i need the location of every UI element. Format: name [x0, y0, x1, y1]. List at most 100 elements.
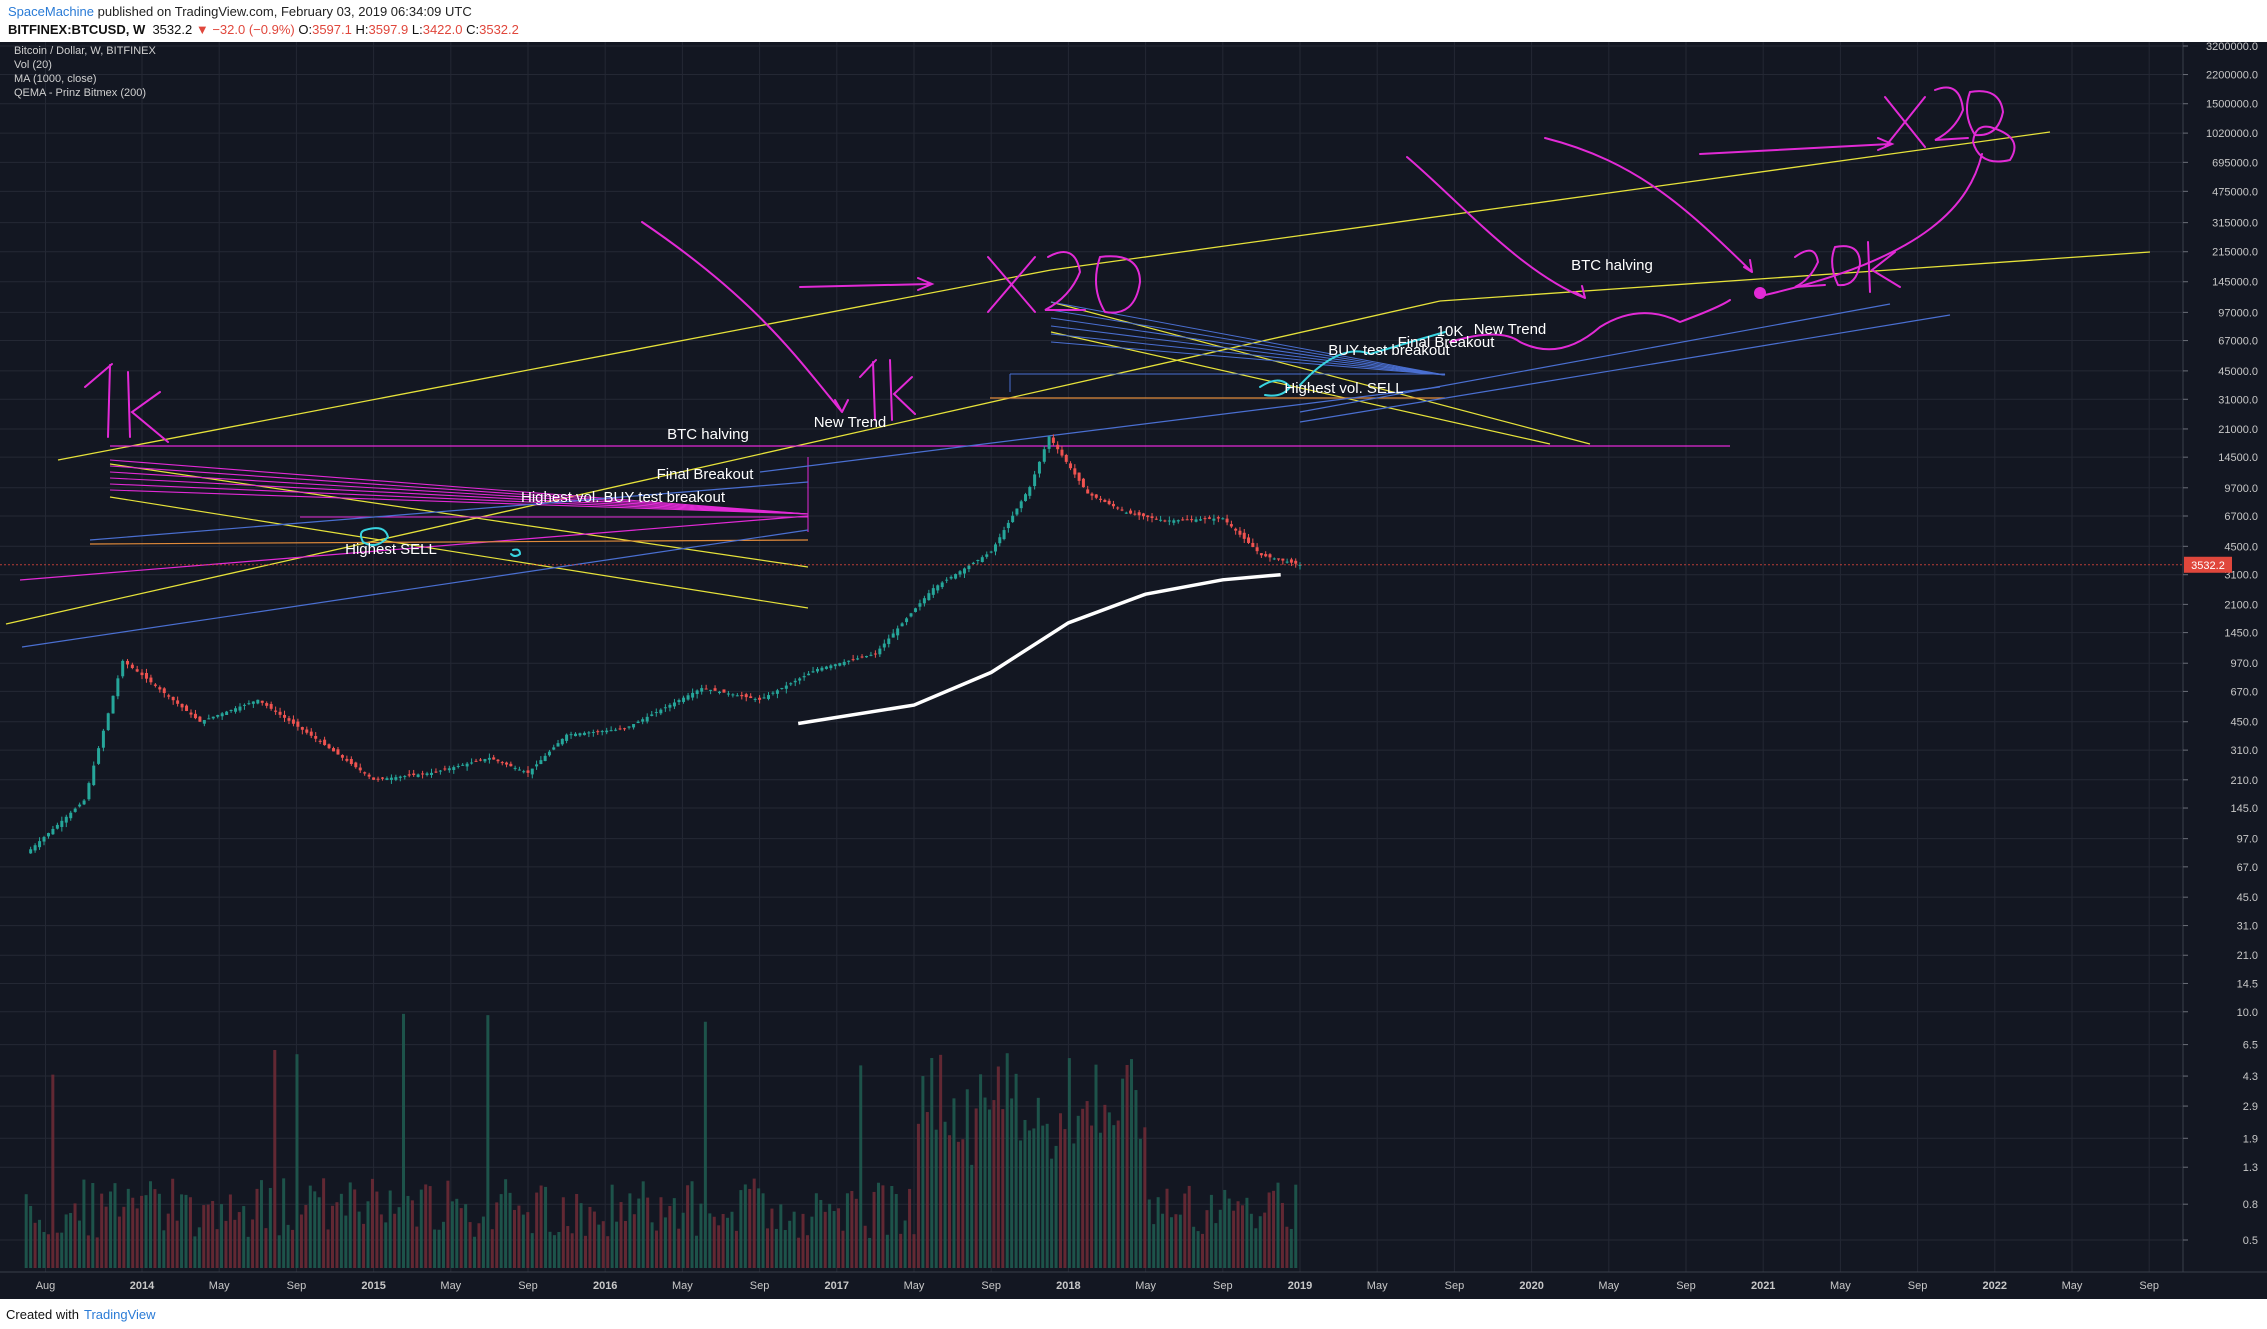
candle-body: [909, 613, 913, 617]
y-tick-label: 14500.0: [2218, 452, 2258, 464]
volume-bar: [663, 1217, 667, 1268]
volume-bar: [601, 1221, 605, 1268]
volume-bar: [42, 1231, 46, 1268]
volume-bar: [1169, 1217, 1173, 1268]
candle-body: [358, 767, 362, 771]
volume-bar: [956, 1141, 960, 1268]
volume-bar: [819, 1199, 823, 1268]
volume-bar: [712, 1216, 716, 1268]
candle-body: [578, 733, 582, 736]
volume-bar: [672, 1198, 676, 1268]
volume-bar: [1183, 1193, 1187, 1268]
candle-body: [505, 762, 509, 765]
candle-body: [198, 716, 202, 722]
chart-svg[interactable]: Highest SELL Highest vol. BUY test breako…: [0, 41, 2267, 1299]
candle-body: [1099, 498, 1103, 500]
ma-1000-line: [797, 572, 1281, 726]
volume-bar: [952, 1098, 956, 1268]
y-tick-label: 6.5: [2243, 1040, 2258, 1052]
volume-bar: [668, 1206, 672, 1268]
candle-body: [1176, 520, 1180, 522]
candle-body: [1002, 530, 1006, 540]
open-label: O:: [298, 22, 313, 37]
volume-bar: [1107, 1112, 1111, 1268]
candle-body: [251, 701, 255, 704]
y-tick-label: 1500000.0: [2206, 99, 2258, 111]
volume-bar: [450, 1201, 454, 1268]
candle-body: [216, 714, 220, 717]
volume-bar: [521, 1214, 525, 1268]
candle-body: [176, 700, 180, 704]
candle-body: [443, 768, 447, 770]
candle-body: [927, 593, 931, 601]
volume-bar: [1272, 1190, 1276, 1268]
candle-body: [33, 845, 37, 851]
candle-body: [492, 757, 496, 760]
volume-bar: [220, 1204, 224, 1268]
arrow-right-2: [1699, 137, 1895, 155]
candle-body: [500, 762, 504, 764]
candle-body: [627, 726, 631, 728]
volume-bar: [1249, 1213, 1253, 1268]
volume-bar: [33, 1222, 37, 1268]
candle-body: [332, 748, 336, 752]
candle-body: [385, 778, 389, 781]
volume-bar: [304, 1204, 308, 1268]
x-tick-label: May: [1598, 1280, 1619, 1292]
candle-body: [465, 763, 469, 767]
candle-body: [600, 731, 604, 733]
volume-bar: [939, 1054, 943, 1268]
published-text: published on TradingView.com, February 0…: [97, 4, 472, 19]
arrow-right-1: [799, 277, 935, 291]
volume-bar: [295, 1054, 299, 1268]
candle-body: [478, 759, 482, 761]
volume-bar: [446, 1180, 450, 1268]
candle-body: [749, 696, 753, 699]
volume-bar: [823, 1211, 827, 1268]
volume-bar: [1174, 1214, 1178, 1268]
candle-body: [1229, 524, 1233, 527]
author-link[interactable]: SpaceMachine: [8, 4, 94, 19]
volume-bar: [1138, 1138, 1142, 1268]
candle-body: [552, 747, 556, 750]
volume-bar: [193, 1236, 197, 1268]
volume-bar: [122, 1206, 126, 1268]
candle-body: [654, 712, 658, 714]
candle-body: [641, 719, 645, 722]
volume-bar: [1134, 1090, 1138, 1268]
tradingview-logo-icon[interactable]: TradingView: [84, 1307, 156, 1322]
volume-bar: [486, 1015, 490, 1268]
magenta-fan-line: [109, 489, 809, 515]
candle-body: [784, 685, 788, 689]
candle-body: [474, 760, 478, 762]
volume-bar: [55, 1232, 59, 1268]
candle-body: [1194, 519, 1198, 522]
candle-body: [149, 677, 153, 683]
candle-body: [247, 703, 251, 705]
volume-bar: [1227, 1198, 1231, 1268]
candle-body: [891, 633, 895, 638]
candle-body: [229, 709, 233, 712]
volume-bar: [1209, 1194, 1213, 1268]
candle-body: [287, 718, 291, 721]
candle-body: [425, 773, 429, 775]
volume-bar: [308, 1185, 312, 1268]
candle-body: [398, 776, 402, 778]
volume-bar: [766, 1228, 770, 1268]
volume-bar: [761, 1193, 765, 1268]
candle-body: [101, 730, 105, 748]
volume-bar: [1094, 1064, 1098, 1268]
candle-body: [1264, 554, 1268, 557]
blue-fan-line: [1050, 341, 1446, 376]
candle-body: [1150, 516, 1154, 519]
chart-area[interactable]: Highest SELL Highest vol. BUY test breako…: [0, 41, 2267, 1299]
low-label: L:: [411, 22, 423, 37]
volume-bar: [623, 1220, 627, 1268]
annotation-label: Final Breakout: [657, 466, 755, 483]
candle-body: [1185, 519, 1189, 521]
candle-body: [394, 777, 398, 780]
volume-bar: [184, 1194, 188, 1268]
close-value: 3532.2: [479, 22, 519, 37]
x-tick-label: 2016: [593, 1280, 617, 1292]
x-tick-label: Sep: [518, 1280, 538, 1292]
